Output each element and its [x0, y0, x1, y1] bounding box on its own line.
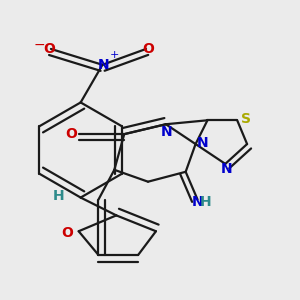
- Text: +: +: [110, 50, 119, 60]
- Text: O: O: [43, 42, 55, 56]
- Text: N: N: [221, 162, 232, 176]
- Text: N: N: [161, 125, 173, 139]
- Text: N: N: [192, 194, 203, 208]
- Text: N: N: [197, 136, 208, 150]
- Text: O: O: [66, 127, 77, 141]
- Text: N: N: [98, 58, 109, 72]
- Text: O: O: [142, 42, 154, 56]
- Text: S: S: [241, 112, 251, 126]
- Text: O: O: [61, 226, 74, 240]
- Text: −: −: [33, 38, 45, 52]
- Text: H: H: [200, 194, 211, 208]
- Text: H: H: [53, 189, 65, 202]
